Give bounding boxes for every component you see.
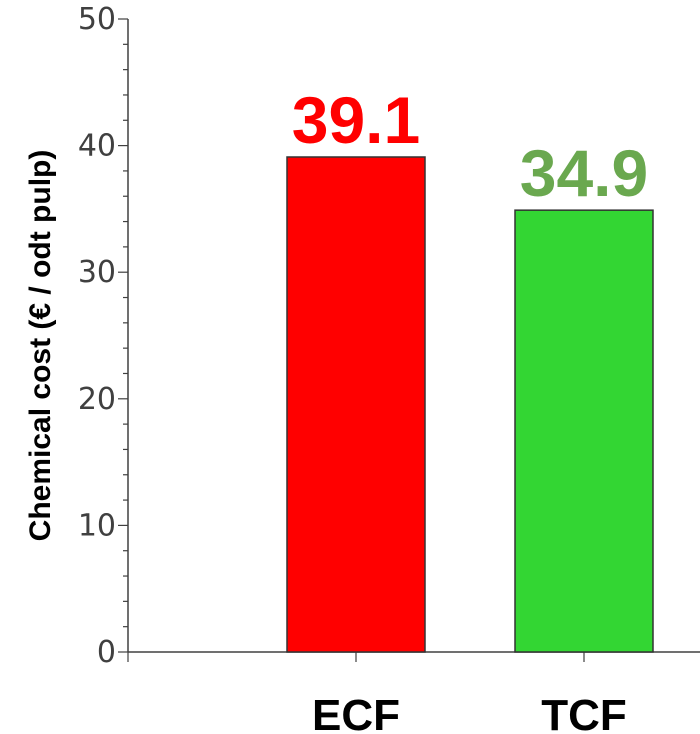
y-tick-label: 30 xyxy=(78,255,116,290)
x-category-label-ecf: ECF xyxy=(312,691,400,734)
bar-tcf xyxy=(514,209,654,653)
y-tick-label: 50 xyxy=(78,2,116,37)
bar-ecf xyxy=(286,156,426,653)
y-axis-title: Chemical cost (€ / odt pulp) xyxy=(24,150,57,542)
bars xyxy=(286,156,654,653)
y-tick-label: 0 xyxy=(97,635,116,670)
data-labels: 39.1 34.9 xyxy=(292,83,648,210)
x-category-label-tcf: TCF xyxy=(541,691,627,734)
y-tick-label: 20 xyxy=(78,382,116,417)
y-tick-label: 40 xyxy=(78,129,116,164)
data-label-ecf: 39.1 xyxy=(292,83,420,157)
y-tick-label: 10 xyxy=(78,508,116,543)
data-label-tcf: 34.9 xyxy=(520,136,648,210)
y-ticks: 0 10 20 30 40 50 xyxy=(78,2,585,670)
x-category-labels: ECF TCF xyxy=(312,691,627,734)
